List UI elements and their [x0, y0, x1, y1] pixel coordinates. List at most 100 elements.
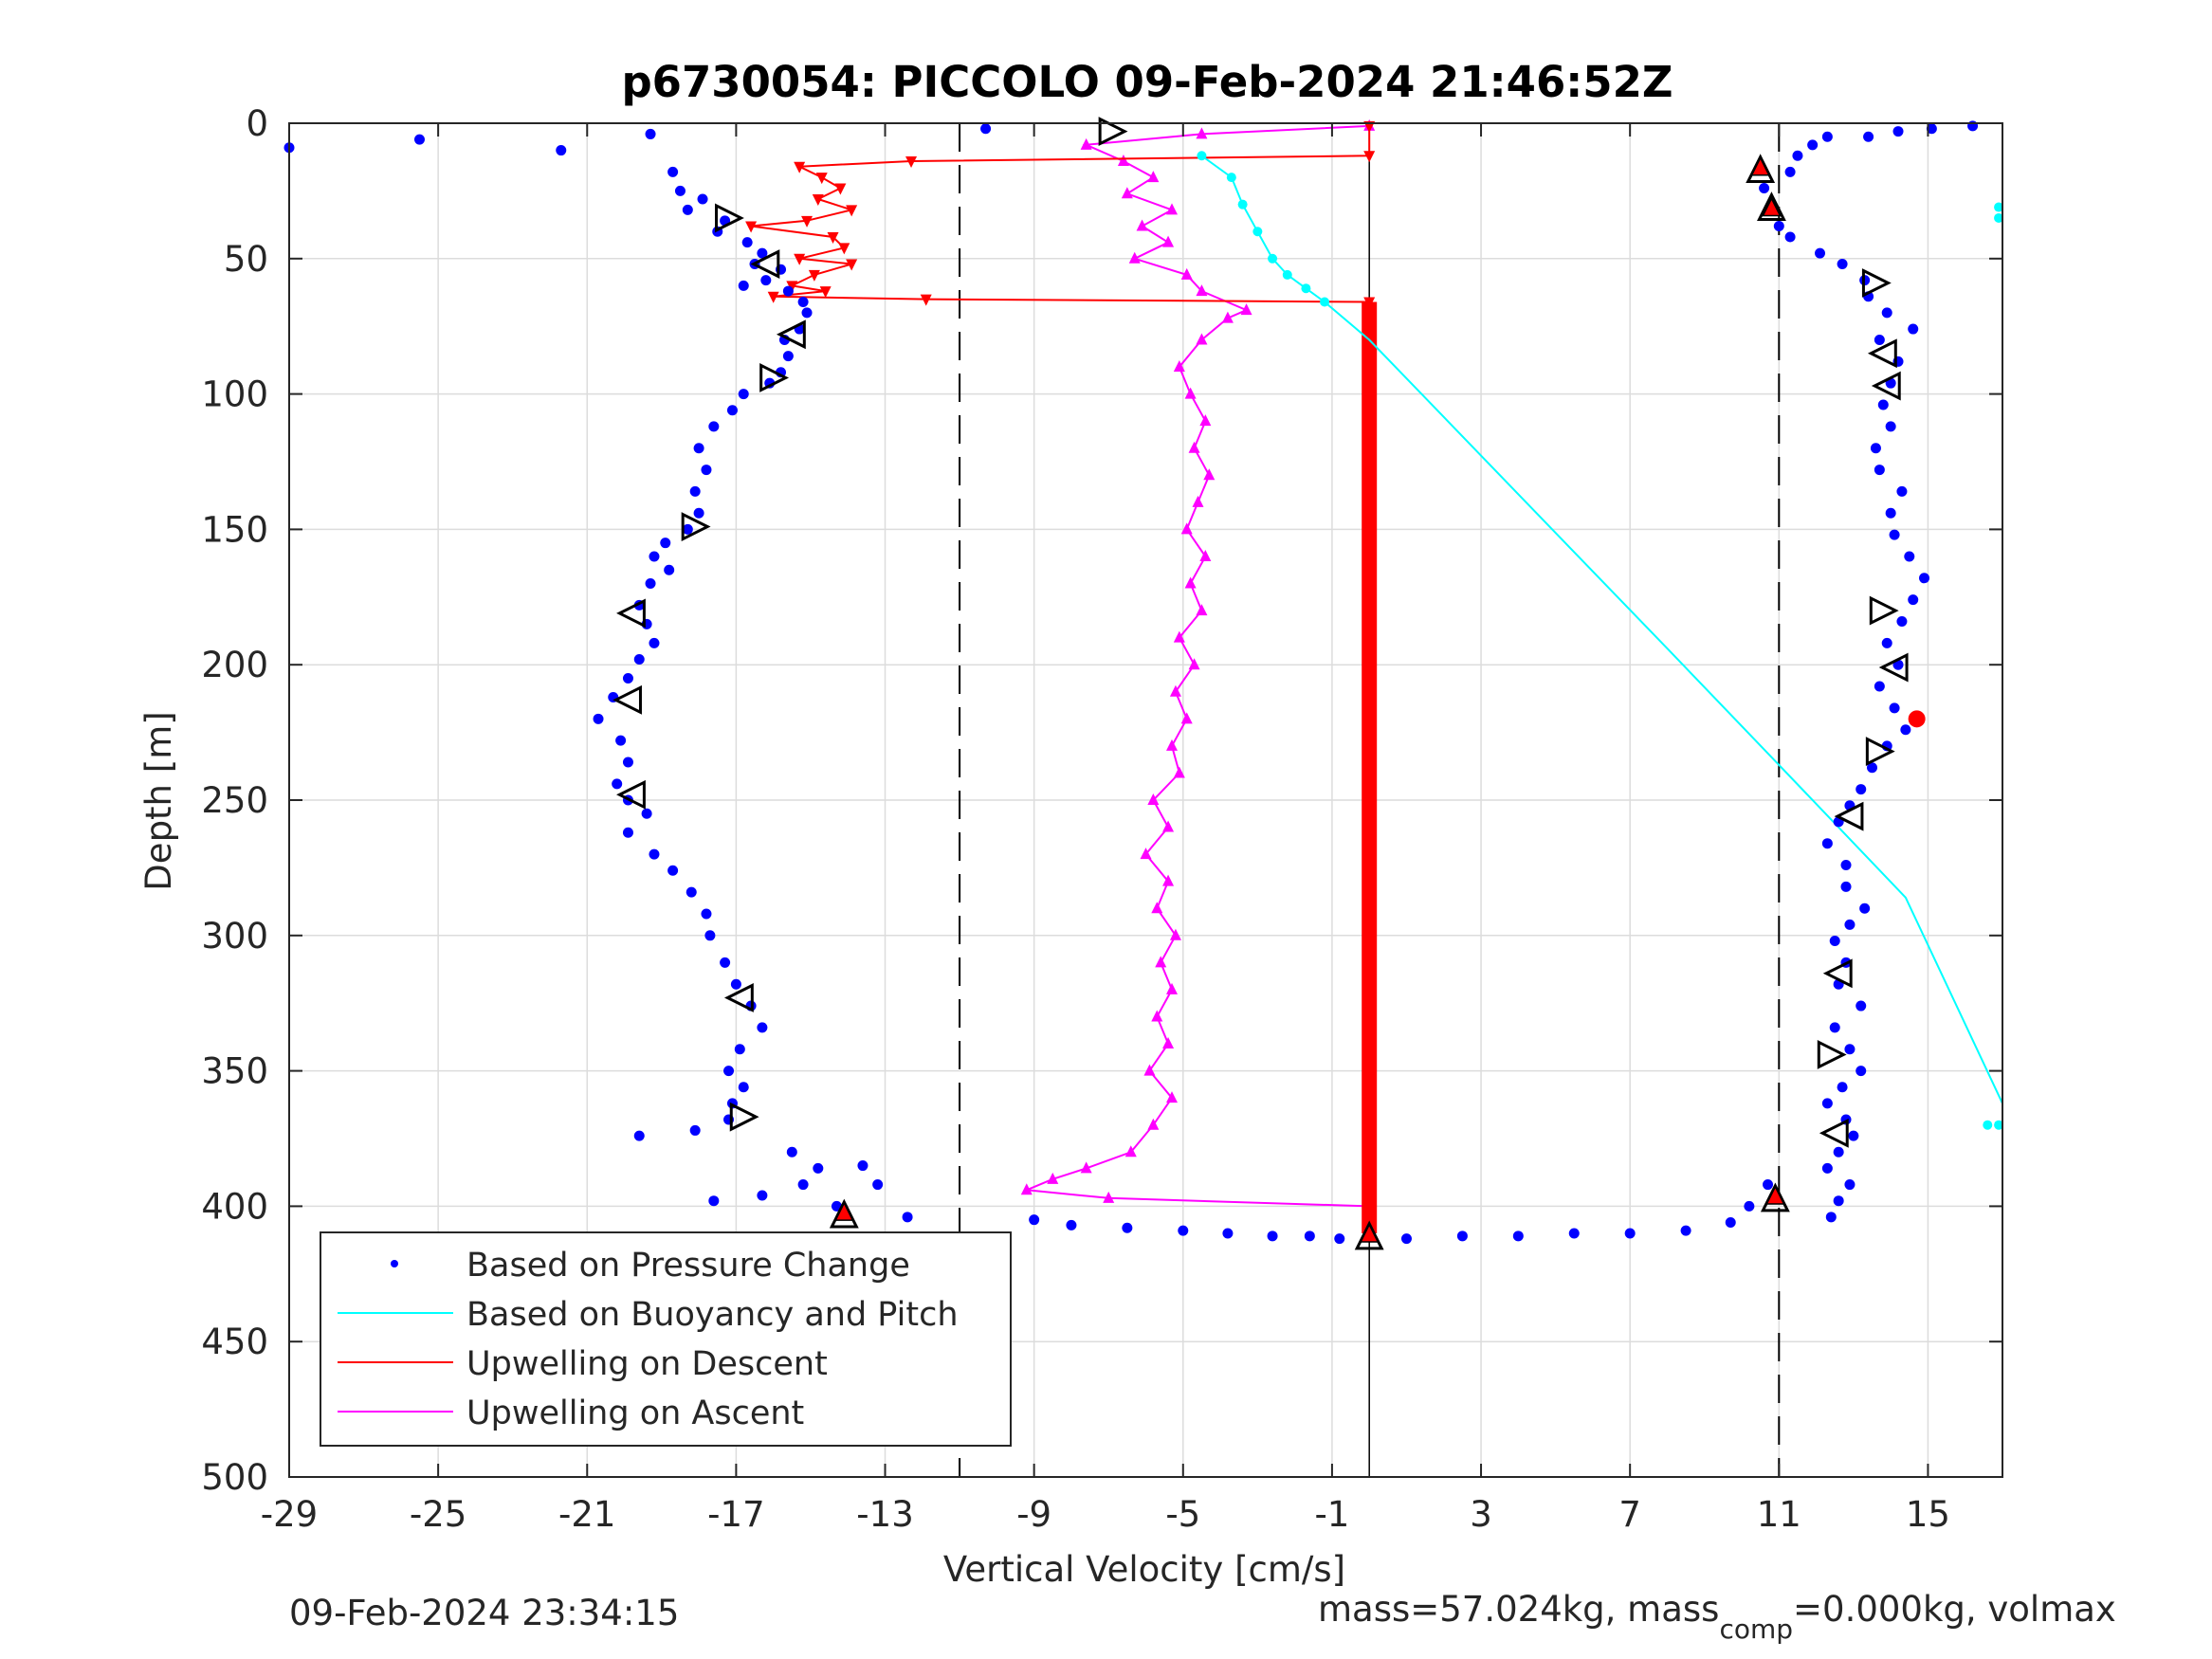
legend-label-buoyancy: Based on Buoyancy and Pitch	[466, 1296, 959, 1334]
pressure-change-point	[1892, 126, 1904, 137]
event-triangle-marker	[723, 983, 754, 1012]
descent-upwelling-point	[846, 205, 858, 217]
footer-mass-text-after: =0.000kg, volmax	[1793, 1589, 2116, 1630]
event-triangle-marker	[1878, 652, 1909, 683]
pressure-change-point	[1456, 1231, 1468, 1242]
pressure-change-point	[693, 443, 704, 454]
pressure-change-point	[738, 389, 749, 400]
pressure-change-point	[1904, 551, 1915, 562]
pressure-change-point	[649, 637, 660, 648]
pressure-change-point	[1833, 1146, 1844, 1158]
pressure-change-point	[633, 653, 645, 665]
pressure-change-point	[1896, 485, 1908, 497]
pressure-change-point	[660, 538, 671, 549]
pressure-change-point	[813, 1162, 824, 1174]
pressure-change-point	[726, 405, 738, 416]
pressure-change-point	[701, 908, 712, 920]
pressure-change-point	[701, 465, 712, 476]
pressure-change-point	[1848, 1130, 1859, 1141]
ascent-upwelling-point	[1180, 712, 1193, 724]
pressure-change-point	[1825, 1212, 1837, 1223]
ascent-upwelling-point	[1199, 549, 1212, 561]
pressure-change-point	[622, 827, 633, 838]
buoyancy-pitch-point	[1983, 1120, 1993, 1130]
ascent-upwelling-point	[1121, 187, 1133, 199]
pressure-change-point	[641, 808, 652, 819]
x-tick-label: -9	[1016, 1494, 1051, 1535]
pressure-change-point	[757, 1022, 768, 1033]
y-tick-label: 500	[201, 1457, 268, 1498]
event-triangle-marker	[715, 203, 744, 233]
pressure-change-point	[1833, 1195, 1844, 1207]
pressure-change-point	[1881, 637, 1892, 648]
ascent-upwelling-point	[1165, 738, 1178, 751]
ascent-upwelling-point	[1180, 267, 1193, 280]
ascent-upwelling-point	[1080, 1161, 1092, 1174]
pressure-change-point	[1885, 507, 1896, 519]
pressure-change-point	[1837, 259, 1848, 270]
descent-upwelling-line	[750, 125, 1371, 1233]
buoyancy-pitch-line	[1200, 155, 2003, 1104]
pressure-change-point	[797, 296, 809, 307]
footer-timestamp: 09-Feb-2024 23:34:15	[289, 1593, 679, 1633]
event-triangle-marker	[1817, 1040, 1847, 1069]
pressure-change-point	[1908, 594, 1919, 606]
pressure-change-point	[1784, 166, 1796, 177]
y-tick-label: 250	[201, 780, 268, 821]
pressure-change-point	[1821, 1098, 1833, 1109]
pressure-change-point	[649, 848, 660, 860]
red-triangle-marker	[834, 1201, 854, 1221]
pressure-change-point	[1874, 681, 1885, 692]
pressure-change-point	[801, 307, 813, 319]
pressure-change-point	[1304, 1231, 1315, 1242]
pressure-change-point	[1763, 1179, 1774, 1191]
y-tick-label: 150	[201, 509, 268, 550]
pressure-change-point	[667, 166, 679, 177]
pressure-change-point	[738, 280, 749, 291]
descent-upwelling-point	[905, 155, 918, 168]
pressure-change-point	[704, 930, 716, 941]
pressure-change-point	[667, 865, 679, 876]
pressure-change-point	[1859, 902, 1871, 914]
descent-upwelling-point	[745, 221, 758, 233]
pressure-change-point	[664, 564, 675, 575]
event-triangle-marker	[1869, 595, 1899, 626]
pressure-change-point	[1744, 1200, 1755, 1212]
legend-label-descent: Upwelling on Descent	[466, 1345, 828, 1383]
event-triangle-marker	[1822, 958, 1853, 989]
y-tick-label: 350	[201, 1051, 268, 1092]
pressure-change-point	[682, 204, 693, 215]
buoyancy-pitch-point	[1197, 151, 1207, 161]
pressure-change-point	[1896, 616, 1908, 628]
pressure-change-point	[1837, 1082, 1848, 1093]
pressure-change-point	[593, 713, 604, 724]
pressure-change-point	[1821, 131, 1833, 142]
pressure-change-point	[1400, 1233, 1412, 1245]
pressure-change-point	[797, 1179, 809, 1191]
x-tick-label: -29	[261, 1494, 318, 1535]
event-triangle-marker	[1871, 371, 1901, 401]
pressure-change-point	[1889, 529, 1900, 540]
event-triangle-marker	[616, 779, 646, 810]
event-triangle-marker	[1819, 1118, 1849, 1148]
event-triangle-marker	[681, 512, 711, 541]
pressure-change-point	[1829, 936, 1840, 947]
pressure-change-point	[697, 193, 708, 205]
x-axis-ticks: -29 -25 -21 -17 -13 -9 -5 -1 3 7 11 15	[261, 123, 1950, 1535]
ascent-upwelling-point	[1188, 441, 1200, 453]
legend-label-ascent: Upwelling on Ascent	[466, 1395, 804, 1432]
pressure-change-point	[902, 1212, 913, 1223]
pressure-change-point	[1512, 1231, 1524, 1242]
ascent-upwelling-point	[1147, 793, 1160, 805]
descent-upwelling-point	[827, 231, 839, 244]
ascent-upwelling-point	[1117, 154, 1129, 166]
x-tick-label: -1	[1314, 1494, 1349, 1535]
pressure-change-point	[1178, 1225, 1189, 1236]
pressure-change-point	[786, 1146, 797, 1158]
buoyancy-pitch-point	[1252, 227, 1263, 237]
x-axis-label: Vertical Velocity [cm/s]	[943, 1549, 1345, 1590]
pressure-change-point	[1856, 1000, 1867, 1012]
red-triangle-marker	[1762, 196, 1782, 217]
ascent-upwelling-point	[1140, 848, 1152, 860]
pressure-change-point	[1829, 1022, 1840, 1033]
